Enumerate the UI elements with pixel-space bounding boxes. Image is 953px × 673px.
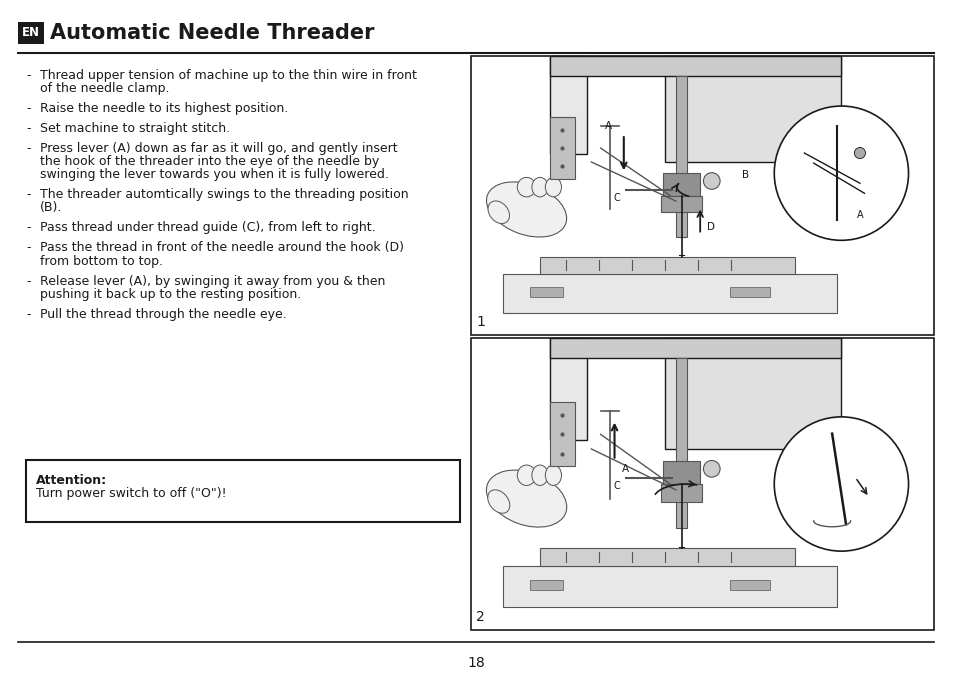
Text: -: -	[26, 242, 30, 254]
Ellipse shape	[545, 465, 561, 485]
Text: from bottom to top.: from bottom to top.	[40, 254, 163, 268]
Bar	[549, 402, 575, 466]
Bar	[471, 338, 933, 630]
Ellipse shape	[486, 470, 566, 527]
Text: 18: 18	[467, 656, 484, 670]
Text: Raise the needle to its highest position.: Raise the needle to its highest position…	[40, 102, 288, 115]
Circle shape	[774, 106, 907, 240]
Ellipse shape	[545, 178, 561, 197]
Bar	[549, 56, 586, 153]
Text: of the needle clamp.: of the needle clamp.	[40, 82, 170, 95]
Bar	[662, 173, 700, 195]
Bar	[675, 359, 687, 528]
Bar	[549, 338, 586, 440]
Ellipse shape	[488, 201, 509, 223]
Text: Pass thread under thread guide (C), from left to right.: Pass thread under thread guide (C), from…	[40, 221, 375, 234]
Bar	[471, 56, 933, 335]
Text: A: A	[604, 121, 612, 131]
Bar	[660, 484, 701, 501]
Text: pushing it back up to the resting position.: pushing it back up to the resting positi…	[40, 287, 301, 301]
Text: Set machine to straight stitch.: Set machine to straight stitch.	[40, 122, 230, 135]
Bar	[549, 56, 841, 75]
Ellipse shape	[532, 465, 548, 485]
Ellipse shape	[517, 178, 536, 197]
Bar	[665, 56, 841, 162]
Bar	[729, 580, 769, 590]
Bar	[540, 257, 794, 274]
Bar	[665, 338, 841, 449]
Text: swinging the lever towards you when it is fully lowered.: swinging the lever towards you when it i…	[40, 168, 389, 181]
Ellipse shape	[486, 182, 566, 237]
Text: B: B	[741, 170, 748, 180]
Circle shape	[702, 173, 720, 189]
Bar	[18, 22, 44, 44]
Bar	[540, 548, 794, 566]
Text: A: A	[620, 464, 628, 474]
Bar	[530, 287, 563, 297]
Text: 1: 1	[476, 315, 484, 329]
Text: Automatic Needle Threader: Automatic Needle Threader	[50, 23, 375, 43]
Text: Thread upper tension of machine up to the thin wire in front: Thread upper tension of machine up to th…	[40, 69, 416, 82]
Circle shape	[854, 147, 864, 159]
Text: Turn power switch to off ("O")!: Turn power switch to off ("O")!	[36, 487, 227, 500]
Bar	[530, 580, 563, 590]
Circle shape	[774, 417, 907, 551]
Circle shape	[702, 460, 720, 477]
Bar	[675, 75, 687, 238]
Bar	[503, 566, 836, 606]
Text: -: -	[26, 275, 30, 287]
Text: 2: 2	[476, 610, 484, 624]
Text: -: -	[26, 122, 30, 135]
Bar	[503, 274, 836, 313]
Bar	[660, 195, 701, 212]
Text: The threader automtically swings to the threading position: The threader automtically swings to the …	[40, 188, 408, 201]
Ellipse shape	[487, 490, 509, 513]
Text: C: C	[613, 481, 619, 491]
Text: Attention:: Attention:	[36, 474, 107, 487]
Bar	[729, 287, 769, 297]
Text: -: -	[26, 188, 30, 201]
Bar	[549, 338, 841, 359]
Ellipse shape	[517, 465, 536, 485]
Bar	[549, 117, 575, 179]
Text: -: -	[26, 69, 30, 82]
Text: Pull the thread through the needle eye.: Pull the thread through the needle eye.	[40, 308, 287, 321]
Text: (B).: (B).	[40, 201, 62, 215]
Text: -: -	[26, 308, 30, 321]
Text: -: -	[26, 142, 30, 155]
Text: D: D	[706, 222, 715, 232]
Bar	[26, 460, 459, 522]
Bar	[662, 460, 700, 484]
Text: EN: EN	[22, 26, 40, 40]
Text: -: -	[26, 221, 30, 234]
Text: A: A	[856, 210, 862, 220]
Ellipse shape	[532, 178, 548, 197]
Text: C: C	[613, 192, 619, 203]
Text: Press lever (A) down as far as it will go, and gently insert: Press lever (A) down as far as it will g…	[40, 142, 397, 155]
Text: the hook of the threader into the eye of the needle by: the hook of the threader into the eye of…	[40, 155, 379, 168]
Text: Pass the thread in front of the needle around the hook (D): Pass the thread in front of the needle a…	[40, 242, 403, 254]
Text: Release lever (A), by swinging it away from you & then: Release lever (A), by swinging it away f…	[40, 275, 385, 287]
Text: -: -	[26, 102, 30, 115]
